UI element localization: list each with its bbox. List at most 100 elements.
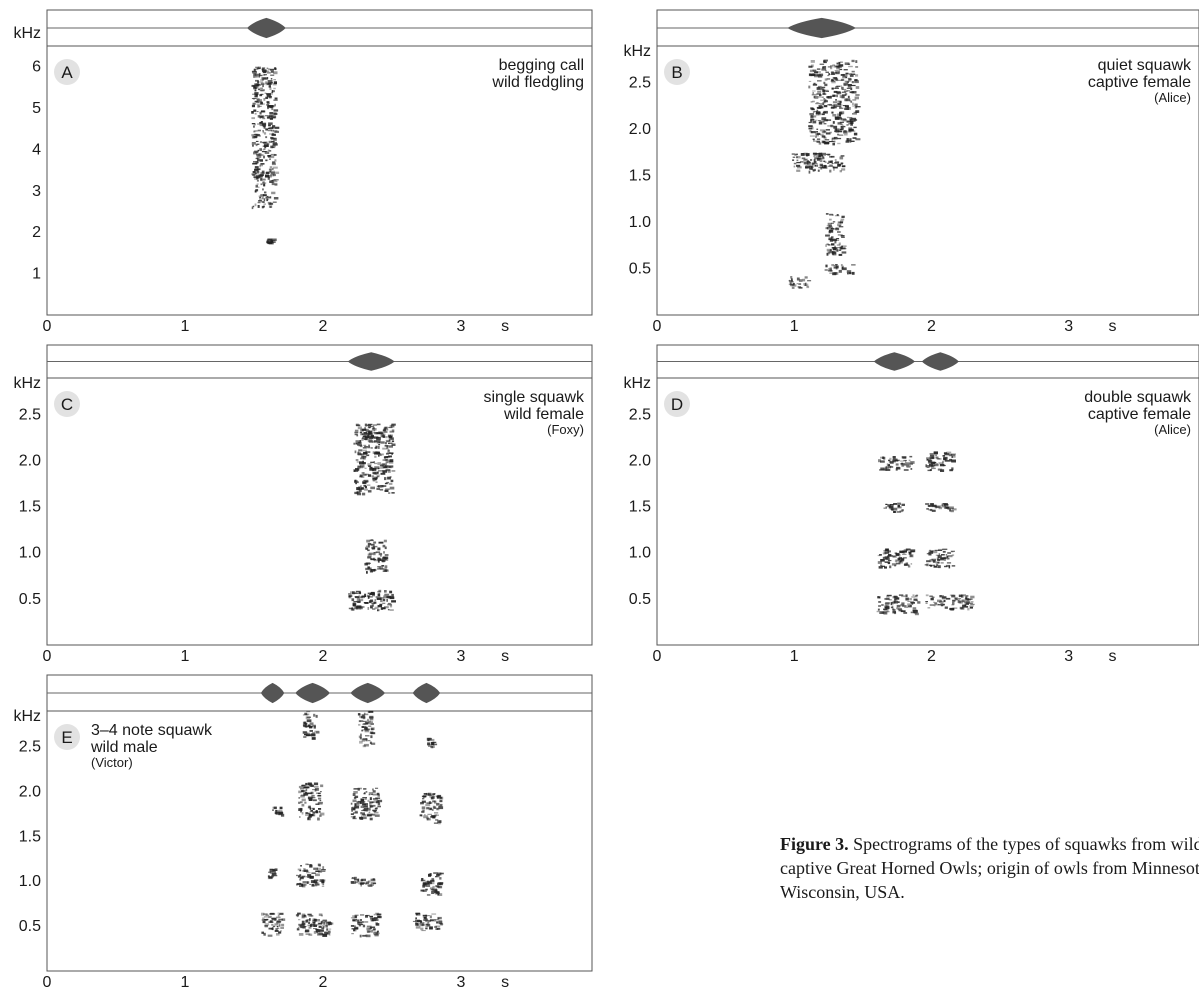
spectral-mark-c: [388, 492, 391, 494]
spectral-mark-b: [823, 160, 826, 162]
spectral-mark-a: [266, 93, 271, 97]
spectral-mark-c: [355, 442, 358, 445]
spectral-mark-d: [942, 460, 944, 464]
spectral-mark-b: [841, 245, 843, 248]
spectral-mark-c: [371, 591, 375, 593]
spectral-mark-e: [435, 925, 441, 928]
spectral-mark-d: [945, 554, 948, 556]
spectral-mark-c: [353, 601, 358, 603]
spectral-mark-e: [415, 922, 417, 924]
spectral-mark-a: [265, 81, 267, 84]
spectral-mark-d: [892, 610, 896, 614]
spectral-mark-a: [265, 115, 269, 117]
spectral-mark-d: [936, 505, 942, 508]
spectral-mark-e: [362, 921, 364, 923]
spectral-mark-e: [369, 805, 374, 808]
spectral-mark-b: [846, 87, 851, 89]
spectral-mark-b: [830, 160, 833, 164]
spectral-mark-d: [969, 605, 974, 607]
spectral-mark-b: [831, 81, 836, 84]
spectral-mark-e: [367, 930, 370, 933]
spectral-mark-a: [274, 159, 277, 162]
spectral-mark-c: [372, 440, 376, 443]
spectral-mark-d: [892, 456, 896, 459]
spectral-mark-c: [354, 429, 359, 432]
spectral-mark-a: [269, 133, 273, 135]
spectral-mark-d: [894, 459, 898, 462]
note-b-0: [808, 59, 861, 146]
spectral-mark-b: [843, 90, 848, 92]
spectral-mark-b: [846, 124, 849, 126]
spectral-mark-c: [388, 461, 394, 464]
spectral-mark-e: [426, 818, 431, 821]
spectral-mark-d: [925, 594, 929, 597]
spectral-mark-a: [266, 195, 269, 198]
spectral-mark-a: [252, 135, 257, 139]
spectral-mark-b: [809, 113, 814, 116]
spectral-mark-d: [877, 608, 880, 611]
spectral-mark-d: [886, 606, 890, 610]
spectral-mark-d: [904, 606, 908, 608]
spectral-mark-e: [351, 807, 354, 810]
panel-title-line-d: captive female: [1088, 406, 1191, 423]
spectral-mark-d: [899, 559, 903, 562]
spectral-mark-e: [266, 913, 269, 916]
spectral-mark-a: [256, 67, 261, 70]
y-tick-label-a: 5: [32, 100, 41, 117]
spectral-mark-e: [368, 792, 374, 795]
spectral-mark-e: [308, 812, 311, 816]
spectral-mark-b: [834, 215, 840, 217]
spectral-mark-b: [818, 167, 823, 169]
spectral-mark-b: [804, 158, 808, 160]
spectral-mark-b: [842, 248, 847, 250]
spectral-mark-d: [940, 469, 945, 472]
spectral-mark-e: [359, 736, 362, 740]
spectral-mark-b: [816, 102, 819, 104]
spectral-mark-a: [267, 102, 271, 105]
spectral-mark-d: [911, 603, 914, 605]
spectral-mark-e: [307, 874, 312, 877]
spectral-mark-a: [270, 174, 275, 177]
spectral-mark-e: [367, 799, 370, 802]
spectral-mark-b: [809, 129, 812, 133]
spectral-mark-d: [883, 552, 887, 554]
spectral-mark-e: [312, 808, 315, 810]
spectral-mark-c: [383, 466, 388, 469]
spectral-mark-d: [879, 554, 882, 556]
spectral-mark-b: [831, 237, 834, 240]
spectral-mark-b: [833, 140, 836, 143]
spectral-mark-b: [848, 128, 854, 132]
spectral-mark-e: [322, 926, 325, 928]
spectral-mark-b: [833, 266, 838, 269]
spectral-mark-e: [377, 805, 381, 808]
plot-frame-c: [46, 344, 593, 646]
note-e-7: [350, 912, 382, 938]
spectral-mark-b: [826, 227, 831, 230]
spectral-mark-b: [789, 279, 791, 282]
spectral-mark-b: [813, 163, 818, 165]
spectral-mark-c: [371, 428, 377, 431]
spectral-mark-d: [949, 469, 953, 472]
spectral-mark-b: [810, 73, 816, 77]
spectral-mark-d: [890, 466, 894, 468]
spectral-mark-e: [415, 917, 417, 920]
spectral-mark-a: [258, 153, 262, 156]
spectral-mark-e: [310, 733, 316, 737]
panel-letter-e: E: [61, 728, 72, 747]
spectral-mark-c: [383, 595, 388, 599]
spectral-mark-b: [810, 115, 814, 119]
spectral-mark-e: [325, 922, 330, 926]
spectral-mark-d: [883, 468, 887, 471]
spectral-mark-a: [265, 136, 268, 139]
spectral-mark-a: [253, 68, 256, 72]
spectral-mark-a: [272, 129, 278, 132]
y-tick-label-e: 2.0: [19, 783, 41, 800]
spectral-mark-e: [430, 797, 434, 800]
spectral-mark-e: [321, 869, 326, 871]
spectral-mark-b: [855, 74, 859, 77]
spectral-mark-e: [357, 922, 360, 925]
spectral-mark-c: [371, 468, 377, 471]
spectral-mark-a: [265, 171, 270, 174]
spectral-mark-e: [367, 718, 369, 721]
